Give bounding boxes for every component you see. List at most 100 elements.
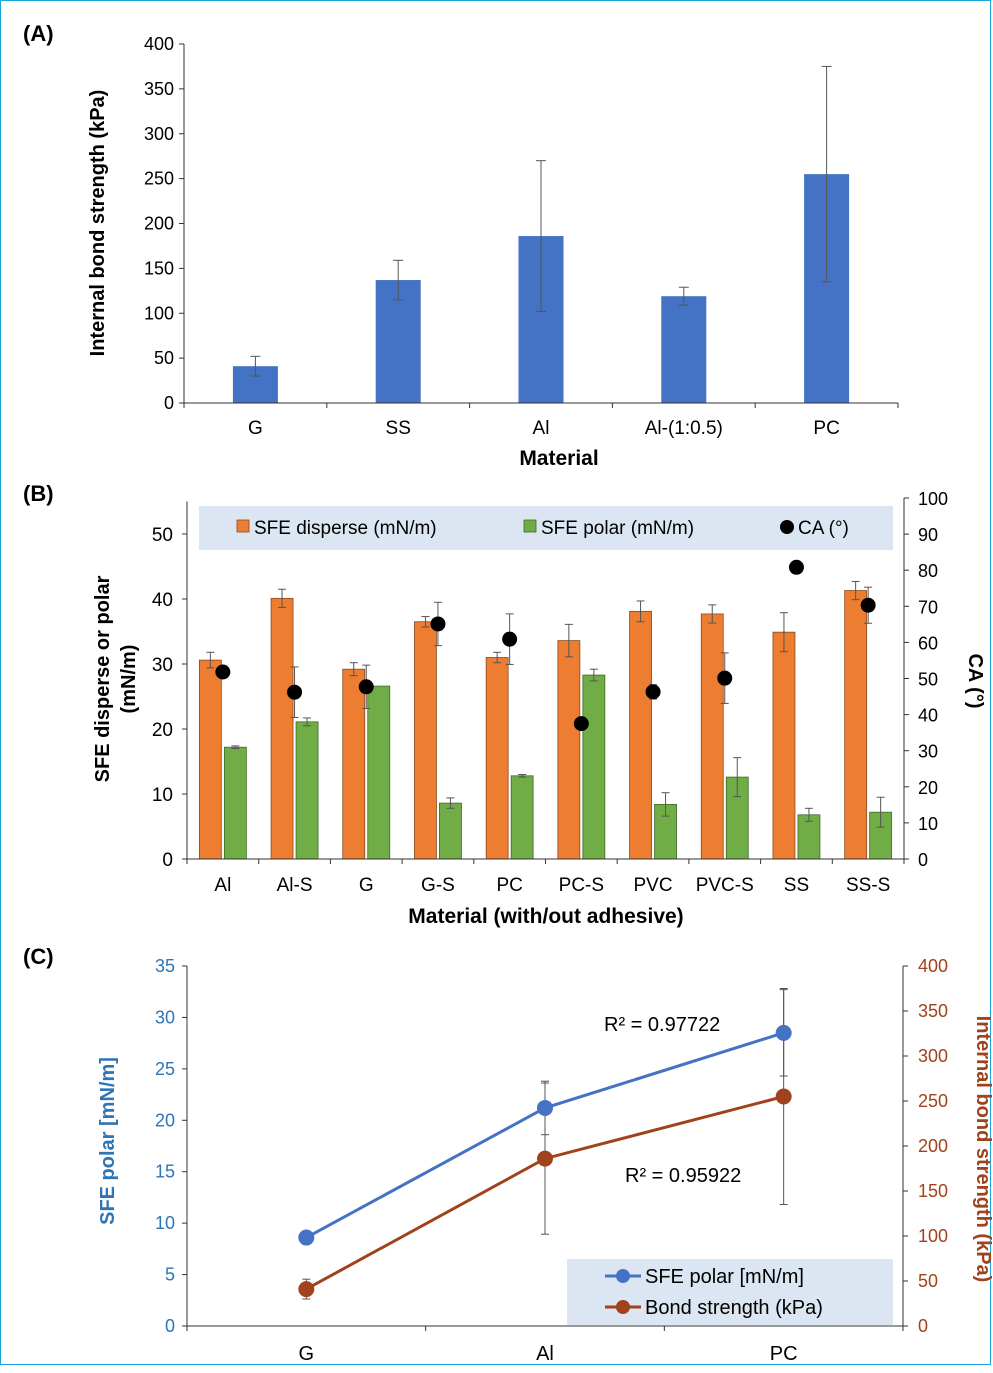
- legend-swatch-disperse: [237, 520, 249, 532]
- point-bond-strength: [298, 1281, 314, 1297]
- panel-a-x-tick-label: G: [248, 418, 263, 439]
- panel-b-ca-point: [287, 685, 302, 700]
- panel-b-y2-tick-label: 0: [918, 850, 928, 870]
- panel-c-y2-tick-label: 350: [918, 1001, 948, 1021]
- panel-b-ylabel-line2: (mN/m): [118, 645, 140, 714]
- panel-c-y-tick-label: 20: [155, 1110, 175, 1130]
- point-sfe-polar: [298, 1230, 314, 1246]
- panel-c-y2-tick-label: 300: [918, 1046, 948, 1066]
- panel-b-bar-disperse: [199, 660, 221, 859]
- panel-b-bar-polar: [296, 722, 318, 859]
- panel-a-y-tick-label: 200: [144, 214, 174, 234]
- panel-a-y-tick-label: 50: [154, 348, 174, 368]
- panel-b-ca-point: [646, 684, 661, 699]
- panel-c-label: (C): [23, 944, 54, 969]
- legend-swatch-polar: [524, 520, 536, 532]
- panel-c-y-tick-label: 35: [155, 956, 175, 976]
- panel-c-y2-tick-label: 50: [918, 1271, 938, 1291]
- panel-b-bar-polar: [224, 747, 246, 859]
- legend-marker-sfe-polar: [616, 1269, 630, 1283]
- panel-c-y-tick-label: 15: [155, 1162, 175, 1182]
- r2-label-sfe-polar: R² = 0.97722: [604, 1014, 720, 1036]
- panel-b-ca-point: [430, 616, 445, 631]
- panel-b-y2-tick-label: 20: [918, 778, 938, 798]
- panel-b-y-tick-label: 0: [162, 850, 173, 871]
- panel-c-y2-tick-label: 100: [918, 1226, 948, 1246]
- panel-a-x-tick-label: PC: [813, 418, 839, 439]
- legend-marker-ca: [780, 520, 794, 534]
- panel-b-y-tick-label: 40: [152, 590, 173, 611]
- point-sfe-polar: [776, 1025, 792, 1041]
- panel-b-x-tick-label: PVC: [634, 875, 673, 896]
- panel-b-y2-tick-label: 60: [918, 633, 938, 653]
- panel-a-y-tick-label: 0: [164, 393, 174, 413]
- point-bond-strength: [537, 1151, 553, 1167]
- panel-b-y2-tick-label: 40: [918, 706, 938, 726]
- panel-c-x-tick-label: G: [299, 1343, 315, 1365]
- panel-b-x-tick-label: G-S: [421, 875, 455, 896]
- panel-b-x-tick-label: PC-S: [559, 875, 604, 896]
- panel-a: (A) Internal bond strength (kPa) Materia…: [23, 21, 898, 470]
- panel-b-bar-disperse: [558, 641, 580, 859]
- panel-b-bar-disperse: [630, 611, 652, 859]
- panel-c-ylabel: SFE polar [mN/m]: [97, 1057, 119, 1225]
- panel-a-bar: [661, 296, 706, 403]
- panel-c-y2-tick-label: 200: [918, 1136, 948, 1156]
- panel-b-ca-point: [861, 598, 876, 613]
- r2-label-bond-strength: R² = 0.95922: [625, 1165, 741, 1187]
- panel-b-y2-tick-label: 80: [918, 561, 938, 581]
- panel-c-y2label: Internal bond strength (kPa): [972, 1016, 993, 1283]
- panel-c-y-tick-label: 0: [165, 1316, 175, 1336]
- panel-c-y2-tick-label: 0: [918, 1316, 928, 1336]
- point-sfe-polar: [537, 1100, 553, 1116]
- panel-b-y2-tick-label: 100: [918, 489, 948, 509]
- panel-b-ca-point: [574, 716, 589, 731]
- panel-b-ca-point: [789, 560, 804, 575]
- panel-c-x-tick-label: Al: [536, 1343, 554, 1365]
- panel-b-y-tick-label: 50: [152, 525, 173, 546]
- panel-b-bar-polar: [439, 803, 461, 859]
- panel-c-y-tick-labels: 0 5 10 15 20 25 30 35: [155, 956, 187, 1336]
- panel-c-y2-tick-label: 400: [918, 956, 948, 976]
- panel-c-y-tick-label: 5: [165, 1265, 175, 1285]
- panel-b-x-tick-label: SS-S: [846, 875, 890, 896]
- panel-b-x-tick-label: PVC-S: [696, 875, 754, 896]
- panel-b-bar-disperse: [845, 591, 867, 859]
- panel-a-y-tick-label: 300: [144, 124, 174, 144]
- panel-b-bar-disperse: [343, 669, 365, 859]
- legend-label-sfe-polar: SFE polar [mN/m]: [645, 1266, 804, 1288]
- panel-b-y-tick-label: 20: [152, 720, 173, 741]
- panel-a-xlabel: Material: [519, 447, 598, 470]
- panel-b-xlabel: Material (with/out adhesive): [408, 905, 683, 928]
- panel-c-y2-tick-label: 250: [918, 1091, 948, 1111]
- panel-b-x-tick-label: G: [359, 875, 374, 896]
- panel-a-y-tick-label: 250: [144, 169, 174, 189]
- legend-label-disperse: SFE disperse (mN/m): [254, 518, 437, 539]
- legend-label-bond-strength: Bond strength (kPa): [645, 1297, 823, 1319]
- panel-a-ylabel: Internal bond strength (kPa): [87, 90, 109, 357]
- panel-b-y2label: CA (°): [964, 653, 986, 708]
- panel-a-y-tick-label: 150: [144, 258, 174, 278]
- panel-c-x-tick-label: PC: [770, 1343, 798, 1365]
- legend-label-polar: SFE polar (mN/m): [541, 518, 694, 539]
- panel-a-x-tick-label: Al-(1:0.5): [645, 418, 723, 439]
- point-bond-strength: [776, 1089, 792, 1105]
- panel-a-x-tick-label: Al: [533, 418, 550, 439]
- panel-b-x-tick-label: Al-S: [277, 875, 313, 896]
- panel-a-x-tick-labels: G SS Al Al-(1:0.5) PC: [184, 403, 898, 439]
- panel-b-y2-tick-labels: 0 10 20 30 40 50 60 70 80 90 100: [904, 489, 948, 870]
- legend-label-ca: CA (°): [798, 518, 849, 539]
- panel-b-ca-point: [717, 671, 732, 686]
- panel-b-label: (B): [23, 481, 54, 506]
- panel-b-x-tick-labels: Al Al-S G G-S PC PC-S PVC PVC-S SS SS-S: [187, 859, 904, 896]
- panel-c-y-tick-label: 25: [155, 1059, 175, 1079]
- panel-b-y-tick-labels: 0 10 20 30 40 50: [152, 525, 187, 871]
- panel-b-bar-disperse: [773, 632, 795, 859]
- panel-b-bar-disperse: [271, 598, 293, 859]
- panel-a-x-tick-label: SS: [386, 418, 411, 439]
- panel-b-y2-tick-label: 30: [918, 742, 938, 762]
- panel-c-y2-tick-labels: 0 50 100 150 200 250 300 350 400: [903, 956, 948, 1336]
- panel-b-ca-point: [215, 665, 230, 680]
